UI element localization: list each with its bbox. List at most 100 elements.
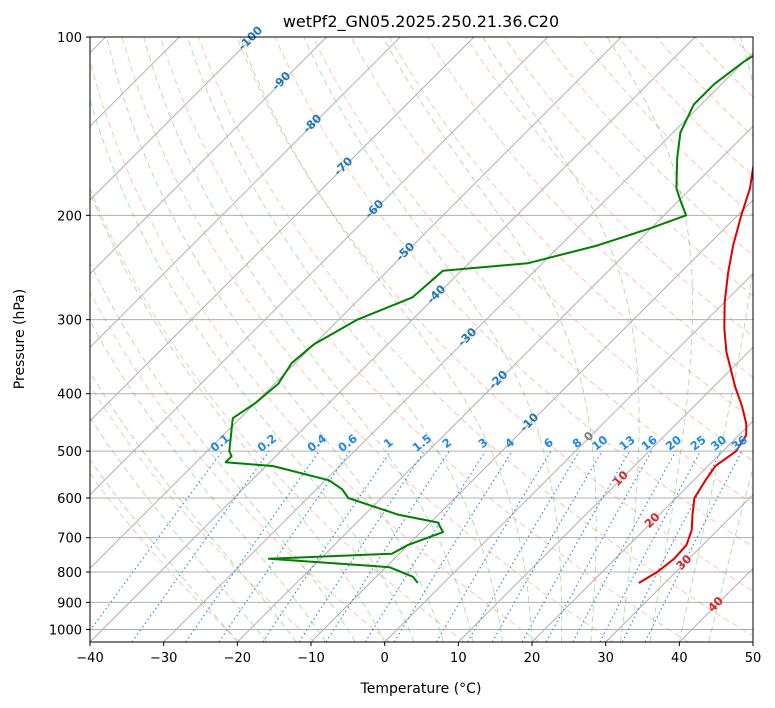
x-tick-label: 0 xyxy=(381,651,389,666)
isotherm-line xyxy=(163,51,753,642)
isotherm-line xyxy=(531,420,753,642)
dry-adiabat xyxy=(236,37,753,592)
isotherm-line xyxy=(90,37,328,275)
dry-adiabat xyxy=(90,59,540,642)
isotherm-label: -90 xyxy=(269,69,294,94)
moist-adiabat xyxy=(106,37,445,642)
pressure-gridlines xyxy=(90,37,753,630)
isotherm-label: 10 xyxy=(610,468,631,489)
isotherm-line xyxy=(384,272,753,642)
mixing-ratio-line xyxy=(393,450,513,642)
isotherm-label: -50 xyxy=(393,239,418,264)
moist-adiabat xyxy=(303,37,563,642)
mixing-ratio-line xyxy=(90,450,223,632)
mixing-ratio-line xyxy=(131,450,270,642)
isotherm-label: -100 xyxy=(235,23,265,53)
mixing-ratio-lines xyxy=(90,450,743,642)
y-tick-label: 500 xyxy=(57,445,82,460)
plot-frame xyxy=(89,36,754,643)
x-tick-label: 20 xyxy=(524,651,541,666)
mixing-ratio-label: 13 xyxy=(616,433,637,454)
y-tick-label: 600 xyxy=(57,492,82,507)
isotherm-label: -80 xyxy=(300,111,325,136)
x-tick-label: 30 xyxy=(597,651,614,666)
mixing-ratio-line xyxy=(545,450,653,642)
mixing-ratio-label: 2 xyxy=(439,435,454,451)
dry-adiabat xyxy=(771,37,775,642)
moist-adiabat xyxy=(90,458,238,642)
moist-adiabat xyxy=(90,190,386,642)
temperature-profile-line xyxy=(638,161,753,584)
y-tick-label: 700 xyxy=(57,532,82,547)
profile-series xyxy=(224,54,753,584)
mixing-ratio-line xyxy=(262,450,392,642)
isotherm-line xyxy=(605,493,753,642)
isotherm-line xyxy=(90,37,622,570)
isotherm-line xyxy=(236,125,753,642)
isotherm-line xyxy=(90,37,475,422)
mixing-ratio-label: 16 xyxy=(639,433,660,454)
x-tick-label: −10 xyxy=(297,651,324,666)
dry-adiabat xyxy=(426,37,753,378)
dry-adiabat xyxy=(90,291,390,642)
isotherm-line xyxy=(90,37,549,496)
mixing-ratio-line xyxy=(467,450,580,642)
isotherm-line xyxy=(90,37,401,349)
moist-adiabat xyxy=(482,37,640,642)
x-tick-label: 40 xyxy=(671,651,688,666)
mixing-ratio-label: 30 xyxy=(708,433,729,454)
isotherm-line xyxy=(90,37,696,642)
dry-adiabat xyxy=(465,37,753,338)
y-tick-label: 400 xyxy=(57,388,82,403)
chart-title: wetPf2_GN05.2025.250.21.36.C20 xyxy=(283,12,559,32)
moist-adiabat xyxy=(143,37,474,642)
moist-adiabat xyxy=(90,416,268,642)
x-tick-label: 50 xyxy=(745,651,762,666)
dry-adiabat xyxy=(121,37,614,642)
x-axis-label: Temperature (°C) xyxy=(360,681,482,697)
dry-adiabat xyxy=(503,37,753,297)
mixing-ratio-line xyxy=(364,450,486,642)
dewpoint-profile-line xyxy=(224,54,753,584)
isotherm-line xyxy=(678,567,753,642)
mixing-ratio-line xyxy=(298,450,425,642)
dry-adiabat xyxy=(732,37,753,59)
y-tick-label: 800 xyxy=(57,566,82,581)
isotherm-line xyxy=(752,641,753,642)
y-axis-label: Pressure (hPa) xyxy=(12,289,28,389)
y-tick-label: 1000 xyxy=(49,623,82,638)
moist-adiabat xyxy=(606,37,694,642)
isotherm-label: -70 xyxy=(331,154,356,179)
x-tick-label: −30 xyxy=(150,651,177,666)
isotherm-label: -20 xyxy=(486,367,511,392)
dry-adiabat xyxy=(159,37,689,642)
plot-area xyxy=(90,37,775,642)
dry-adiabat xyxy=(656,37,753,138)
isotherm-line xyxy=(310,199,753,642)
moist-adiabat xyxy=(382,37,597,642)
mixing-ratio-line xyxy=(572,450,677,642)
mixing-ratio-line xyxy=(325,450,450,642)
y-tick-label: 200 xyxy=(57,209,82,224)
mixing-ratio-line xyxy=(644,450,743,642)
moist-adiabat xyxy=(708,465,753,642)
moist-adiabat xyxy=(90,370,297,642)
dry-adiabat xyxy=(274,37,753,548)
mixing-ratio-label: 8 xyxy=(570,435,585,451)
dry-adiabat xyxy=(312,37,753,505)
dry-adiabat xyxy=(90,186,465,642)
x-tick-label: −20 xyxy=(224,651,251,666)
dry-adiabat xyxy=(350,37,753,462)
mixing-ratio-line xyxy=(185,450,320,642)
y-tick-label: 100 xyxy=(57,31,82,46)
dry-adiabat xyxy=(90,384,316,642)
moist-adiabat xyxy=(678,37,753,642)
dry-adiabat xyxy=(694,37,753,98)
moist-adiabat xyxy=(90,261,356,642)
mixing-ratio-line xyxy=(218,450,351,642)
moist-adiabat xyxy=(239,37,533,642)
isotherm-label: -30 xyxy=(455,325,480,350)
dry-adiabat xyxy=(90,472,241,642)
dry-adiabats xyxy=(90,37,775,642)
